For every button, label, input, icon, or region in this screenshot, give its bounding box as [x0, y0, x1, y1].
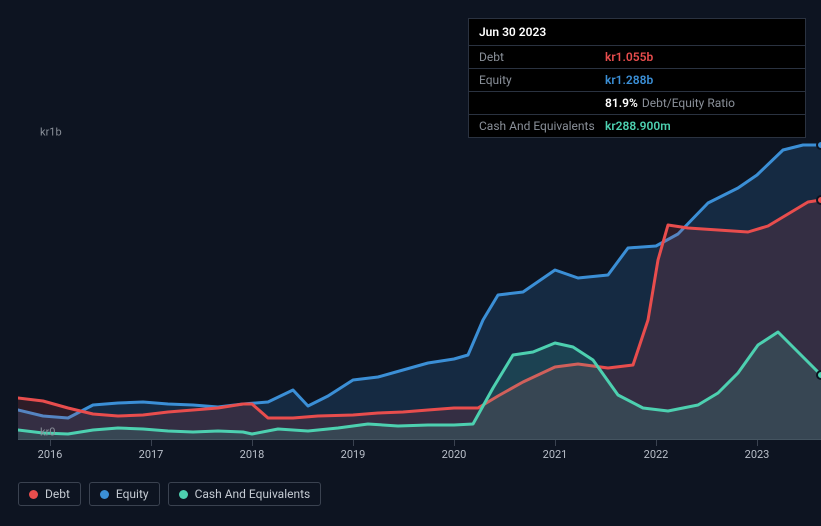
chart-tooltip: Jun 30 2023 Debtkr1.055bEquitykr1.288b81…	[468, 18, 806, 138]
x-axis-label: 2023	[745, 448, 770, 461]
x-axis-label: 2022	[644, 448, 669, 461]
x-tick	[50, 440, 51, 446]
legend-item[interactable]: Cash And Equivalents	[168, 482, 322, 506]
x-axis-label: 2017	[139, 448, 164, 461]
x-tick	[555, 440, 556, 446]
x-axis-label: 2019	[341, 448, 366, 461]
chart-legend: Debt Equity Cash And Equivalents	[18, 482, 321, 506]
legend-item[interactable]: Debt	[18, 482, 81, 506]
x-tick	[656, 440, 657, 446]
x-axis-label: 2016	[38, 448, 63, 461]
legend-label: Cash And Equivalents	[195, 487, 311, 501]
x-tick	[151, 440, 152, 446]
tooltip-row-label: Equity	[479, 73, 605, 87]
series-end-marker	[816, 140, 821, 150]
legend-dot-icon	[179, 490, 188, 499]
x-axis-label: 2020	[442, 448, 467, 461]
x-tick	[757, 440, 758, 446]
x-tick	[353, 440, 354, 446]
legend-label: Debt	[45, 487, 70, 501]
tooltip-row-value: kr1.055b	[605, 50, 653, 64]
tooltip-row-value: kr288.900m	[605, 119, 671, 133]
tooltip-row: Equitykr1.288b	[469, 69, 805, 92]
tooltip-suffix: Debt/Equity Ratio	[642, 96, 735, 110]
tooltip-row-label: Cash And Equivalents	[479, 119, 605, 133]
y-axis-label: kr0	[40, 426, 52, 439]
x-tick	[252, 440, 253, 446]
tooltip-date: Jun 30 2023	[469, 19, 805, 46]
series-end-marker	[816, 195, 821, 205]
tooltip-row-value: 81.9%Debt/Equity Ratio	[605, 96, 735, 110]
tooltip-row: Debtkr1.055b	[469, 46, 805, 69]
tooltip-row: Cash And Equivalentskr288.900m	[469, 115, 805, 137]
x-axis: 2016 2017 2018 2019 2020 2021 2022 2023	[18, 448, 821, 468]
tooltip-row-label: Debt	[479, 50, 605, 64]
legend-dot-icon	[29, 490, 38, 499]
x-tick	[454, 440, 455, 446]
tooltip-row: 81.9%Debt/Equity Ratio	[469, 92, 805, 115]
legend-label: Equity	[116, 487, 149, 501]
series-end-marker	[816, 370, 821, 380]
x-axis-label: 2018	[240, 448, 265, 461]
y-axis-label: kr1b	[40, 126, 52, 139]
legend-item[interactable]: Equity	[89, 482, 160, 506]
tooltip-row-value: kr1.288b	[605, 73, 653, 87]
x-axis-label: 2021	[543, 448, 568, 461]
legend-dot-icon	[100, 490, 109, 499]
tooltip-row-label	[479, 96, 605, 110]
